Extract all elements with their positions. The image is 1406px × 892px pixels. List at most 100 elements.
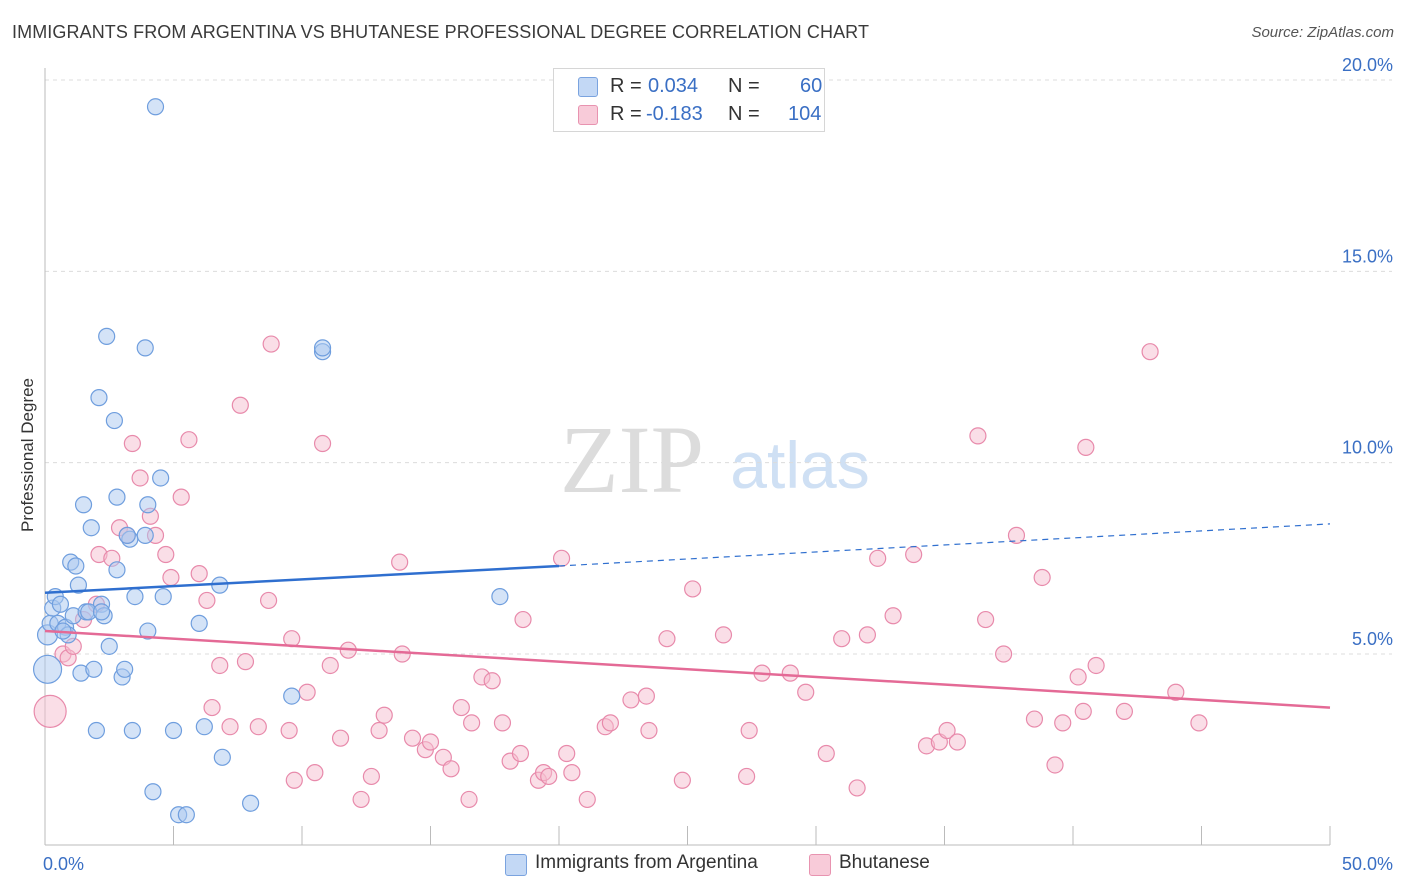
bhutanese-point: [540, 767, 558, 786]
argentina-point: [90, 389, 108, 407]
bhutanese-point: [1167, 683, 1185, 701]
bhutanese-point: [601, 714, 620, 732]
bhutanese-point: [403, 729, 422, 747]
argentina-point: [177, 806, 195, 824]
bhutanese-point: [331, 729, 350, 747]
bhutanese-point: [1069, 668, 1087, 686]
bhutanese-point: [493, 714, 512, 732]
bottom-legend-label-argentina: Immigrants from Argentina: [535, 852, 758, 873]
watermark-atlas: atlas: [730, 428, 869, 502]
argentina-point: [67, 557, 85, 575]
bottom-legend-label-bhutanese: Bhutanese: [839, 852, 930, 873]
bhutanese-point: [298, 683, 316, 701]
argentina-point: [100, 637, 118, 655]
bhutanese-point: [563, 764, 581, 782]
bhutanese-point: [740, 721, 758, 740]
bhutanese-point: [157, 545, 175, 564]
argentina-point: [491, 587, 509, 606]
bhutanese-point: [262, 335, 280, 353]
bhutanese-point: [391, 553, 409, 571]
bhutanese-point: [236, 653, 255, 671]
legend-r-value: 0.034: [648, 75, 699, 97]
bhutanese-point: [905, 545, 923, 564]
bhutanese-point: [781, 664, 799, 682]
bhutanese-point: [673, 771, 691, 789]
bhutanese-point: [938, 721, 956, 740]
y-tick-label: 10.0%: [1342, 438, 1393, 458]
bhutanese-point: [483, 672, 501, 690]
bhutanese-point: [123, 434, 141, 453]
argentina-point: [146, 98, 165, 116]
argentina-point: [92, 603, 111, 621]
bhutanese-point: [1054, 714, 1072, 732]
bhutanese-point: [558, 744, 576, 763]
argentina-point: [139, 496, 157, 514]
argentina-point: [190, 614, 208, 632]
argentina-point: [144, 783, 162, 801]
y-tick-label: 15.0%: [1342, 246, 1393, 266]
bhutanese-point: [1046, 756, 1064, 774]
argentina-point: [74, 496, 93, 514]
argentina-trendline: [44, 564, 560, 595]
bhutanese-point: [33, 694, 67, 729]
bhutanese-point: [977, 610, 995, 629]
argentina-point: [136, 526, 154, 544]
bhutanese-point: [552, 549, 571, 567]
argentina-point: [85, 660, 103, 678]
bhutanese-point: [884, 607, 902, 625]
bhutanese-point: [1190, 714, 1208, 732]
bhutanese-point: [131, 469, 149, 487]
legend-n-value: 60: [800, 75, 823, 97]
bhutanese-point: [514, 610, 532, 629]
bhutanese-point: [280, 721, 298, 740]
legend-n-label: N =: [728, 103, 760, 125]
bhutanese-point: [995, 645, 1013, 663]
argentina-point: [51, 595, 70, 613]
bhutanese-point: [172, 488, 190, 506]
legend-swatch-bhutanese: [578, 105, 598, 125]
bhutanese-point: [948, 733, 966, 751]
chart-title: IMMIGRANTS FROM ARGENTINA VS BHUTANESE P…: [12, 22, 870, 42]
argentina-point: [313, 339, 332, 357]
legend-swatch-argentina: [578, 77, 598, 97]
bhutanese-point: [306, 764, 324, 782]
argentina-point: [32, 654, 63, 684]
bhutanese-point: [817, 744, 835, 763]
source-label: Source: ZipAtlas.com: [1251, 24, 1394, 41]
bhutanese-point: [1115, 702, 1134, 721]
argentina-point: [108, 561, 126, 579]
bhutanese-point: [421, 733, 440, 751]
bhutanese-point: [797, 683, 815, 701]
bhutanese-point: [375, 706, 393, 724]
bhutanese-point: [198, 591, 216, 610]
argentina-point: [195, 718, 213, 736]
argentina-point: [283, 687, 301, 705]
argentina-point: [108, 488, 126, 506]
bhutanese-point: [321, 656, 339, 675]
argentina-point: [105, 411, 123, 430]
bhutanese-point: [969, 427, 987, 445]
argentina-point: [242, 794, 260, 812]
bhutanese-point: [622, 691, 640, 709]
argentina-point: [116, 660, 134, 678]
bhutanese-point: [578, 790, 596, 809]
bhutanese-point: [249, 718, 267, 736]
bhutanese-point: [231, 396, 249, 414]
argentina-point: [136, 339, 154, 357]
bhutanese-trendline: [44, 629, 1331, 709]
x-tick-label: 50.0%: [1342, 854, 1393, 874]
bhutanese-point: [658, 630, 676, 648]
argentina-point: [126, 587, 144, 606]
bhutanese-point: [362, 767, 380, 786]
bhutanese-point: [848, 779, 866, 797]
bhutanese-point: [1074, 702, 1092, 721]
y-tick-label: 5.0%: [1352, 629, 1393, 649]
bhutanese-point: [714, 626, 733, 644]
bhutanese-point: [1007, 526, 1026, 544]
argentina-point: [98, 327, 116, 345]
bhutanese-point: [858, 626, 877, 644]
argentina-point: [123, 721, 141, 740]
bhutanese-point: [452, 698, 470, 717]
legend-r-label: R =: [610, 75, 642, 97]
argentina-point: [118, 526, 136, 544]
